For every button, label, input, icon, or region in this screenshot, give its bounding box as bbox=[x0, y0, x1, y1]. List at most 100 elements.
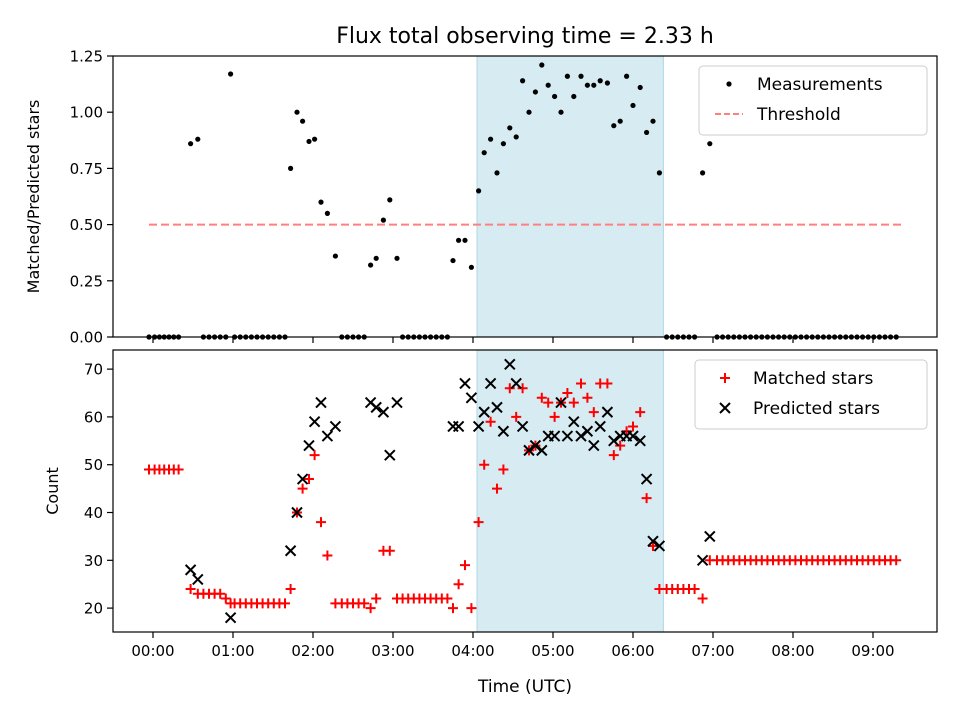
y-tick-label: 0.75 bbox=[70, 160, 103, 178]
measurement-point bbox=[450, 257, 456, 264]
measurement-point bbox=[552, 93, 558, 100]
matched-star-point bbox=[359, 598, 370, 609]
predicted-star-point bbox=[478, 406, 490, 418]
shaded-span bbox=[476, 55, 664, 338]
matched-star-point bbox=[602, 378, 613, 389]
measurement-point bbox=[526, 109, 532, 115]
measurement-point bbox=[332, 253, 338, 259]
matched-star-point bbox=[492, 483, 502, 494]
matched-star-point bbox=[220, 593, 231, 604]
x-tick-label: 02:00 bbox=[291, 642, 334, 660]
predicted-star-point bbox=[184, 564, 197, 576]
predicted-star-point bbox=[308, 415, 321, 428]
shaded-span bbox=[476, 349, 664, 633]
predicted-star-point bbox=[377, 406, 390, 418]
predicted-star-point bbox=[491, 401, 503, 414]
legend-label: Threshold bbox=[756, 105, 841, 125]
matched-star-point bbox=[448, 603, 458, 614]
matched-star-point bbox=[588, 407, 599, 418]
measurement-point bbox=[558, 109, 564, 115]
measurement-point bbox=[707, 141, 713, 147]
matched-star-point bbox=[549, 411, 560, 422]
legend-marker bbox=[719, 402, 731, 414]
x-tick-label: 03:00 bbox=[371, 642, 414, 660]
matched-star-point bbox=[466, 603, 477, 614]
measurement-point bbox=[656, 170, 663, 176]
measurement-point bbox=[545, 82, 551, 88]
bottom-panel: 00:00 01:00 02:00 03:00 04:00 05:00 06:00 07:00… bbox=[43, 349, 938, 660]
measurement-point bbox=[476, 188, 482, 194]
measurement-point bbox=[462, 237, 468, 243]
measurement-point bbox=[507, 125, 513, 131]
measurement-point bbox=[373, 255, 379, 261]
predicted-star-point bbox=[484, 377, 497, 390]
predicted-star-point bbox=[627, 430, 639, 442]
matched-star-point bbox=[316, 517, 326, 528]
y-tick-label: 60 bbox=[84, 408, 103, 426]
matched-star-point bbox=[479, 459, 490, 470]
y-tick-label: 40 bbox=[84, 504, 103, 522]
measurement-point bbox=[611, 123, 617, 129]
matched-star-point bbox=[285, 583, 296, 594]
predicted-star-point bbox=[384, 449, 396, 461]
predicted-star-point bbox=[315, 396, 327, 409]
matched-star-point bbox=[384, 545, 395, 556]
measurement-point bbox=[520, 78, 526, 84]
y-tick-label: 0.50 bbox=[70, 216, 103, 234]
measurement-point bbox=[630, 102, 636, 109]
matched-star-point bbox=[608, 450, 619, 461]
predicted-star-point bbox=[459, 377, 471, 390]
predicted-star-point bbox=[696, 554, 709, 567]
matched-star-point bbox=[543, 397, 554, 408]
matched-star-point bbox=[453, 579, 464, 590]
predicted-star-point bbox=[529, 439, 542, 452]
legend-label: Predicted stars bbox=[753, 399, 880, 419]
x-tick-label: 01:00 bbox=[211, 642, 254, 660]
predicted-star-point bbox=[568, 415, 580, 428]
y-tick-label: 0.00 bbox=[70, 329, 103, 347]
predicted-star-point bbox=[601, 406, 614, 418]
predicted-star-point bbox=[536, 444, 548, 457]
matched-star-point bbox=[621, 426, 632, 437]
matched-star-point bbox=[215, 588, 226, 599]
matched-star-point bbox=[460, 560, 470, 571]
matched-star-point bbox=[517, 383, 528, 394]
predicted-star-point bbox=[588, 439, 600, 452]
measurement-point bbox=[564, 73, 571, 79]
matched-star-point bbox=[697, 593, 708, 604]
x-tick-label: 06:00 bbox=[611, 642, 654, 660]
predicted-star-point bbox=[555, 396, 567, 409]
predicted-star-point bbox=[329, 420, 342, 433]
y-tick-label: 1.00 bbox=[70, 104, 103, 122]
measurement-point bbox=[571, 93, 577, 100]
predicted-star-point bbox=[653, 540, 666, 552]
matched-star-point bbox=[615, 440, 626, 451]
matched-star-point bbox=[641, 493, 652, 504]
matched-star-point bbox=[689, 583, 700, 594]
matched-star-point bbox=[304, 474, 314, 485]
measurement-point bbox=[591, 82, 597, 88]
matched-star-point bbox=[498, 464, 509, 475]
measurement-point bbox=[288, 165, 294, 171]
axes-frame bbox=[112, 349, 938, 633]
matched-star-point bbox=[297, 483, 308, 494]
measurement-point bbox=[380, 217, 386, 223]
measurement-point bbox=[578, 73, 584, 79]
predicted-star-point bbox=[465, 392, 478, 404]
y-tick-label: 0.25 bbox=[70, 272, 103, 290]
matched-star-point bbox=[576, 378, 586, 389]
matched-star-point bbox=[582, 392, 593, 403]
matched-star-point bbox=[504, 383, 515, 394]
matched-star-point bbox=[185, 583, 196, 594]
predicted-star-point bbox=[497, 425, 510, 437]
x-axis-label: Time (UTC) bbox=[477, 677, 572, 697]
measurement-point bbox=[513, 134, 519, 140]
matched-star-point bbox=[309, 450, 320, 461]
predicted-star-point bbox=[296, 473, 309, 485]
measurement-point bbox=[368, 262, 374, 268]
y-tick-label: 70 bbox=[84, 361, 103, 379]
measurement-point bbox=[584, 82, 591, 88]
matched-star-point bbox=[173, 464, 184, 475]
predicted-star-point bbox=[594, 420, 606, 433]
